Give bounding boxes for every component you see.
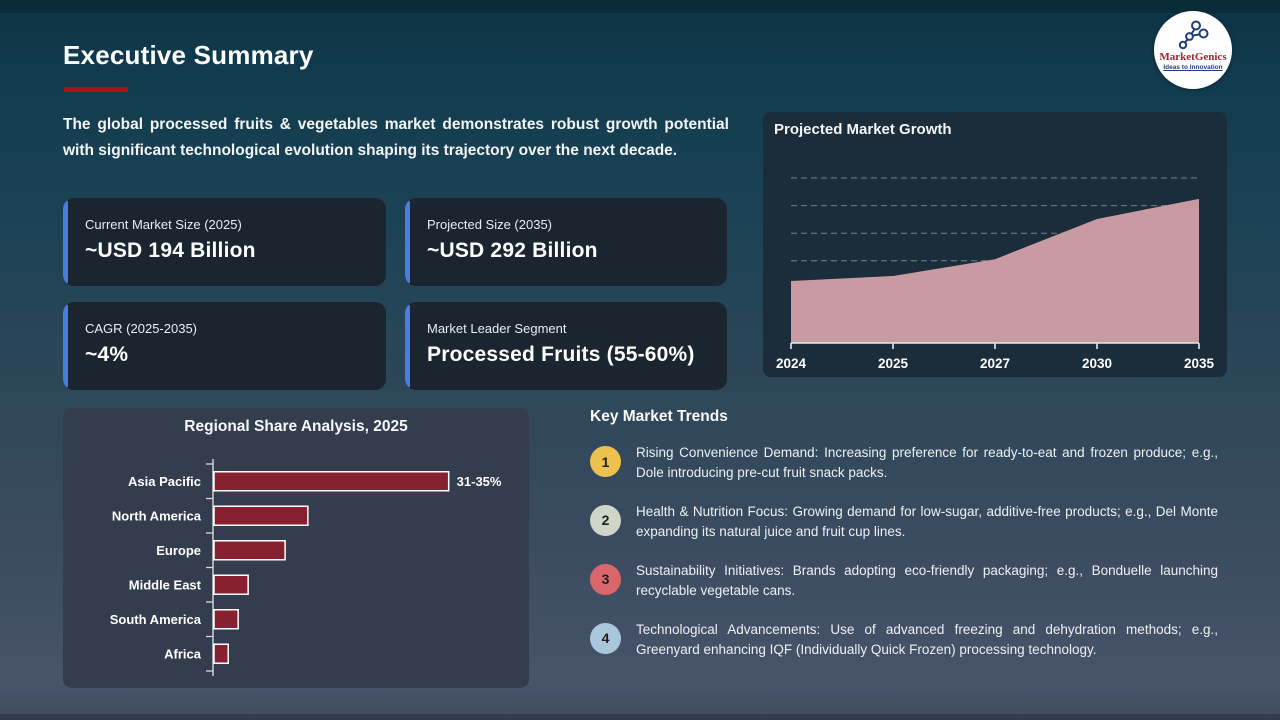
logo: MarketGenics Ideas to Innovation — [1154, 11, 1232, 89]
trend-text: Health & Nutrition Focus: Growing demand… — [636, 503, 1218, 539]
stat-label: Current Market Size (2025) — [85, 217, 242, 232]
regional-chart-title: Regional Share Analysis, 2025 — [184, 418, 408, 435]
page-title: Executive Summary — [63, 40, 314, 70]
trend-item-2: 2 Health & Nutrition Focus: Growing dema… — [590, 502, 1230, 542]
trend-text: Technological Advancements: Use of advan… — [636, 621, 1218, 657]
svg-text:2027: 2027 — [980, 356, 1010, 371]
trend-item-1: 1 Rising Convenience Demand: Increasing … — [590, 443, 1230, 483]
logo-tagline: Ideas to Innovation — [1163, 64, 1223, 72]
stat-label: Projected Size (2035) — [427, 217, 553, 232]
projected-market-growth-panel: Projected Market Growth 2024 2025 2027 2030… — [763, 112, 1227, 377]
trend-item-3: 3 Sustainability Initiatives: Brands ado… — [590, 561, 1230, 601]
svg-text:Africa: Africa — [164, 646, 202, 661]
stat-value: ~USD 292 Billion — [427, 239, 598, 262]
svg-text:Europe: Europe — [156, 543, 201, 558]
svg-text:Asia Pacific: Asia Pacific — [128, 474, 201, 489]
bottom-edge-strip — [0, 714, 1280, 720]
svg-text:31-35%: 31-35% — [457, 474, 502, 489]
svg-text:2035: 2035 — [1184, 356, 1215, 371]
stat-card-projected-size: Projected Size (2035) ~USD 292 Billion — [405, 198, 727, 286]
svg-text:South America: South America — [110, 612, 202, 627]
trends-heading: Key Market Trends — [590, 408, 728, 425]
svg-text:North America: North America — [112, 508, 202, 523]
growth-chart-title: Projected Market Growth — [774, 121, 952, 138]
stat-value: Processed Fruits (55-60%) — [427, 343, 695, 366]
trend-text: Rising Convenience Demand: Increasing pr… — [636, 445, 1218, 480]
svg-text:2025: 2025 — [878, 356, 909, 371]
trend-list: 1 Rising Convenience Demand: Increasing … — [590, 443, 1230, 660]
trend-number-badge: 4 — [590, 622, 621, 654]
stat-cards: Current Market Size (2025) ~USD 194 Bill… — [63, 198, 728, 390]
stat-label: Market Leader Segment — [427, 321, 567, 336]
top-edge-strip — [0, 0, 1280, 13]
stat-card-current-market-size: Current Market Size (2025) ~USD 194 Bill… — [63, 198, 386, 286]
key-market-trends: Key Market Trends 1 Rising Convenience D… — [590, 408, 1230, 660]
trend-number-badge: 1 — [590, 446, 621, 477]
title-underline-divider — [64, 87, 128, 92]
svg-text:2024: 2024 — [776, 356, 807, 371]
trend-item-4: 4 Technological Advancements: Use of adv… — [590, 620, 1230, 660]
molecule-icon — [1178, 20, 1209, 50]
regional-share-panel: Regional Share Analysis, 2025 Asia Pacif… — [63, 408, 529, 688]
stat-card-cagr: CAGR (2025-2035) ~4% — [63, 302, 386, 390]
stat-value: ~4% — [85, 343, 129, 366]
area-chart: 2024 2025 2027 2030 2035 — [776, 177, 1215, 371]
regional-bar-chart: Asia Pacific 31-35% North America Europe Mid… — [110, 459, 502, 676]
trend-text: Sustainability Initiatives: Brands adopt… — [636, 562, 1218, 598]
trend-number-badge: 2 — [590, 504, 621, 536]
intro-paragraph: The global processed fruits & vegetables… — [63, 116, 729, 160]
stat-value: ~USD 194 Billion — [85, 239, 256, 262]
svg-text:2030: 2030 — [1082, 356, 1112, 371]
trend-number-badge: 3 — [590, 563, 621, 595]
stat-card-market-leader: Market Leader Segment Processed Fruits (… — [405, 302, 727, 390]
logo-name: MarketGenics — [1159, 51, 1227, 63]
stat-label: CAGR (2025-2035) — [85, 321, 197, 336]
svg-text:Middle East: Middle East — [129, 577, 202, 592]
